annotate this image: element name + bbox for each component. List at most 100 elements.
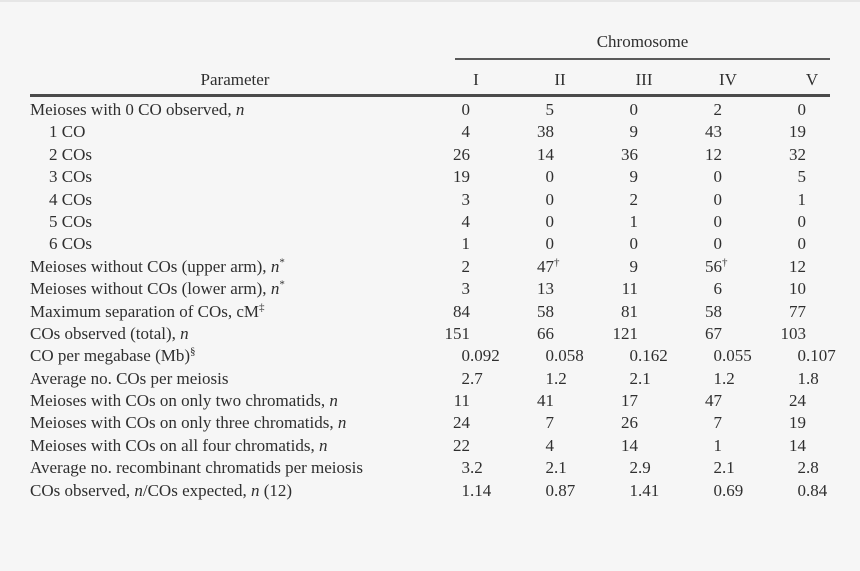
row-label: Meioses without COs (upper arm), n* bbox=[30, 256, 285, 276]
cell-fraction-part bbox=[554, 166, 608, 188]
table-cell: 9 bbox=[608, 121, 692, 143]
table-cell: 0 bbox=[692, 166, 776, 188]
row-label: Meioses with COs on all four chromatids,… bbox=[30, 435, 328, 455]
cell-integer-part: 10 bbox=[789, 279, 806, 299]
table-cell: 5 bbox=[776, 166, 860, 188]
table-cell: 13 bbox=[524, 278, 608, 300]
table-cell: 0.055 bbox=[692, 345, 776, 367]
cell-fraction-part bbox=[722, 301, 776, 323]
row-label: 3 COs bbox=[49, 167, 92, 187]
cell-integer-part: 2 bbox=[713, 100, 723, 119]
table-cell: 26 bbox=[440, 144, 524, 166]
cell-fraction-part bbox=[806, 144, 860, 166]
table-cell: 56 † bbox=[692, 256, 776, 278]
cell-integer-part: 0 bbox=[713, 211, 723, 231]
cell-integer-part: 5 bbox=[797, 167, 807, 187]
cell-fraction-part bbox=[470, 412, 524, 434]
cell-integer-part: 0 bbox=[797, 234, 807, 254]
cell-integer-part: 22 bbox=[453, 435, 470, 455]
cell-integer-part: 1 bbox=[545, 368, 555, 388]
cell-fraction-part bbox=[638, 211, 692, 233]
table-cell: 0 bbox=[524, 211, 608, 233]
table-cell: 2.1 bbox=[608, 368, 692, 390]
cell-fraction-part bbox=[806, 301, 860, 323]
cell-integer-part: 0 bbox=[545, 189, 555, 209]
cell-integer-part: 121 bbox=[612, 323, 639, 343]
table-cell: 14 bbox=[524, 144, 608, 166]
cell-fraction-part bbox=[638, 166, 692, 188]
table-cell: 0 bbox=[524, 233, 608, 255]
table-cell: 5 bbox=[524, 99, 608, 121]
table-cell: 47 † bbox=[524, 256, 608, 278]
cell-integer-part: 7 bbox=[545, 413, 555, 433]
table-row: Maximum separation of COs, cM‡ 84 58 81 58 77 bbox=[30, 301, 860, 323]
table-cell: 6 bbox=[692, 278, 776, 300]
cell-integer-part: 58 bbox=[537, 301, 554, 321]
table-cell: 0 bbox=[524, 166, 608, 188]
table-cell: 1 bbox=[776, 189, 860, 211]
cell-fraction-part bbox=[638, 99, 692, 121]
cell-integer-part: 0 bbox=[545, 480, 555, 500]
dagger-footnote-mark: † bbox=[722, 256, 728, 269]
table-row: CO per megabase (Mb)§ 0.092 0.058 0.162 0.05… bbox=[30, 345, 860, 367]
cell-fraction-part bbox=[722, 166, 776, 188]
row-label: Average no. recombinant chromatids per m… bbox=[30, 458, 363, 478]
cell-integer-part: 81 bbox=[621, 301, 638, 321]
table-cell: 11 bbox=[440, 390, 524, 412]
table-row: Average no. COs per meiosis 2.7 1.2 2.1 1.2 1… bbox=[30, 368, 860, 390]
cell-fraction-part bbox=[806, 99, 860, 121]
cell-integer-part: 0 bbox=[797, 346, 807, 366]
cell-fraction-part bbox=[722, 390, 776, 412]
cell-integer-part: 67 bbox=[705, 323, 722, 343]
cell-fraction-part: .2 bbox=[722, 368, 735, 388]
cell-integer-part: 19 bbox=[453, 167, 470, 187]
cell-integer-part: 0 bbox=[713, 167, 723, 187]
cell-fraction-part bbox=[806, 323, 860, 345]
cell-integer-part: 0 bbox=[797, 100, 807, 119]
table-cell: 22 bbox=[440, 435, 524, 457]
cell-integer-part: 19 bbox=[789, 122, 806, 142]
row-label: Meioses without COs (lower arm), n* bbox=[30, 278, 285, 299]
cell-fraction-part bbox=[470, 278, 524, 300]
table-cell: 2.1 bbox=[692, 457, 776, 479]
cell-fraction-part bbox=[554, 211, 608, 233]
cell-integer-part: 36 bbox=[621, 144, 638, 164]
row-label: Meioses with 0 CO observed, n bbox=[30, 100, 245, 119]
cell-integer-part: 103 bbox=[780, 323, 807, 343]
table-cell: 2.9 bbox=[608, 457, 692, 479]
table-cell: 0 bbox=[692, 189, 776, 211]
cell-fraction-part bbox=[722, 323, 776, 345]
cell-fraction-part bbox=[554, 99, 608, 121]
cell-integer-part: 9 bbox=[629, 167, 639, 187]
cell-integer-part: 41 bbox=[537, 391, 554, 411]
table-cell: 9 bbox=[608, 166, 692, 188]
table-cell: 2 bbox=[440, 256, 524, 278]
table-row: 4 COs 3 0 2 0 1 bbox=[30, 189, 860, 211]
cell-integer-part: 4 bbox=[461, 211, 471, 231]
cell-fraction-part bbox=[722, 435, 776, 457]
table-row: Meioses with 0 CO observed, n 0 5 0 2 0 bbox=[30, 99, 860, 121]
table-cell: 19 bbox=[440, 166, 524, 188]
column-header-I: I bbox=[473, 70, 479, 89]
table-cell: 1 bbox=[440, 233, 524, 255]
cell-fraction-part bbox=[470, 323, 524, 345]
table-cell: 17 bbox=[608, 390, 692, 412]
table-cell: 0 bbox=[776, 99, 860, 121]
table-cell: 103 bbox=[776, 323, 860, 345]
cell-integer-part: 17 bbox=[621, 391, 638, 411]
table-cell: 4 bbox=[524, 435, 608, 457]
table-cell: 1.41 bbox=[608, 480, 692, 502]
row-label: Maximum separation of COs, cM‡ bbox=[30, 300, 265, 321]
cell-integer-part: 1 bbox=[797, 189, 807, 209]
cell-fraction-part bbox=[722, 121, 776, 143]
cell-fraction-part bbox=[722, 144, 776, 166]
cell-integer-part: 0 bbox=[545, 234, 555, 254]
cell-fraction-part bbox=[722, 412, 776, 434]
table-row: Meioses with COs on only two chromatids,… bbox=[30, 390, 860, 412]
cell-integer-part: 56 bbox=[705, 256, 722, 276]
table-cell: 0.69 bbox=[692, 480, 776, 502]
cell-fraction-part bbox=[806, 390, 860, 412]
cell-fraction-part: † bbox=[722, 256, 776, 278]
cell-fraction-part bbox=[638, 412, 692, 434]
cell-fraction-part bbox=[806, 233, 860, 255]
